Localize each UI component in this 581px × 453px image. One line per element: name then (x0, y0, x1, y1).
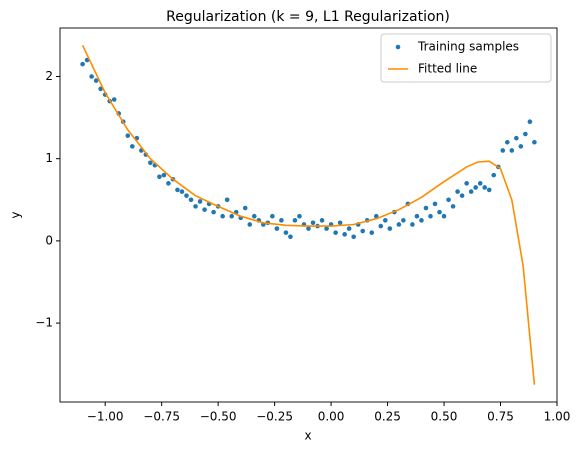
data-point (509, 148, 515, 153)
data-point (527, 119, 533, 125)
data-point (396, 222, 402, 227)
plot-frame (59, 27, 558, 403)
data-point (184, 193, 189, 198)
data-point (175, 187, 180, 193)
data-point (242, 205, 248, 211)
legend-label: Fitted line (418, 62, 477, 76)
x-tick-label: 0.75 (487, 410, 514, 424)
data-point (224, 197, 230, 203)
data-point (89, 74, 94, 79)
data-point (387, 226, 393, 231)
data-point (473, 185, 478, 190)
data-point (459, 193, 465, 198)
data-point (401, 218, 406, 223)
data-point (80, 61, 85, 67)
y-tick-label: 0 (45, 233, 53, 247)
data-point (428, 213, 433, 219)
data-point (383, 218, 388, 223)
data-point (166, 181, 171, 186)
data-point (179, 189, 185, 194)
data-point (464, 181, 469, 186)
data-point (360, 228, 366, 234)
data-point (446, 197, 451, 203)
data-point (197, 199, 203, 204)
data-point (220, 213, 225, 219)
x-tick-label: −0.75 (143, 410, 180, 424)
data-point (369, 230, 375, 235)
x-axis-label: x (304, 429, 311, 443)
y-tick-label: 2 (45, 69, 53, 83)
data-point (378, 223, 384, 229)
data-point (373, 213, 379, 219)
y-axis-label: y (9, 211, 23, 218)
data-point (351, 234, 356, 240)
data-point (202, 207, 207, 212)
data-point (342, 232, 347, 237)
data-point (157, 174, 162, 180)
data-point (333, 230, 338, 235)
x-tick-label: −0.50 (200, 410, 237, 424)
data-point (324, 226, 329, 231)
data-point (129, 144, 135, 149)
legend-marker (395, 44, 401, 50)
data-point (211, 209, 216, 215)
data-point (161, 172, 167, 178)
data-point (93, 78, 99, 83)
data-point (247, 222, 253, 227)
data-point (518, 144, 524, 149)
data-point (482, 185, 488, 190)
data-point (410, 222, 415, 227)
data-point (310, 220, 316, 226)
data-point (337, 220, 343, 226)
data-point (432, 201, 438, 207)
data-point (270, 213, 275, 219)
data-point (514, 135, 519, 141)
data-point (288, 234, 293, 240)
data-point (523, 131, 528, 137)
x-tick-label: −0.25 (256, 410, 293, 424)
data-point (148, 160, 153, 166)
data-point (419, 218, 424, 223)
data-point (346, 226, 352, 231)
data-point (477, 181, 483, 186)
x-tick-label: 1.00 (544, 410, 571, 424)
data-point (505, 139, 510, 145)
legend-label: Training samples (417, 40, 519, 54)
y-tick-label: −1 (35, 316, 53, 330)
data-point (229, 213, 234, 219)
x-tick-label: 0.00 (318, 410, 345, 424)
data-point (532, 139, 537, 145)
data-point (414, 213, 420, 219)
x-tick-label: −1.00 (87, 410, 124, 424)
data-point (297, 213, 302, 219)
data-point (491, 172, 497, 178)
data-point (188, 197, 194, 203)
legend-box (380, 33, 552, 83)
data-point (423, 205, 429, 211)
data-point (292, 218, 298, 223)
y-tick-label: 1 (45, 151, 53, 165)
fitted-line (81, 44, 536, 385)
data-point (319, 218, 325, 223)
data-point (251, 213, 257, 219)
data-point (193, 204, 198, 209)
data-point (441, 213, 447, 219)
x-tick-label: 0.50 (431, 410, 458, 424)
data-point (437, 209, 442, 215)
data-point (450, 204, 456, 209)
data-point (468, 189, 474, 194)
data-point (279, 218, 284, 223)
chart-title: Regularization (k = 9, L1 Regularization… (166, 9, 450, 25)
data-point (306, 226, 311, 231)
data-point (111, 97, 117, 102)
x-tick-label: 0.25 (374, 410, 401, 424)
data-point (486, 187, 492, 193)
data-point (274, 226, 280, 231)
data-point (500, 148, 506, 153)
data-point (283, 230, 289, 235)
data-point (98, 86, 103, 92)
data-point (455, 189, 460, 194)
data-point (125, 133, 131, 138)
